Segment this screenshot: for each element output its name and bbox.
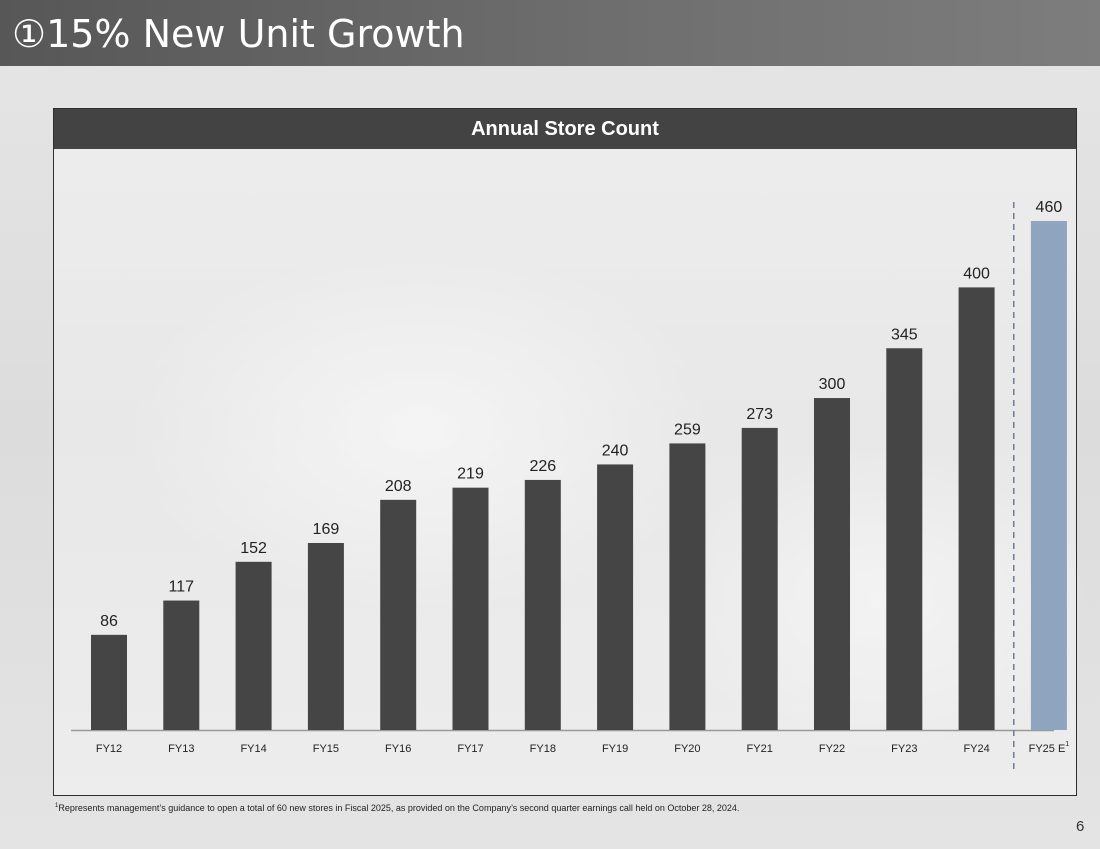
bar-fy12 [91,634,127,730]
data-label: 219 [457,466,484,483]
chart-panel: Annual Store Count 86 FY12 117 FY13 152 FY14 1… [53,108,1077,796]
data-label: 226 [529,458,556,475]
x-tick-label: FY20 [674,743,700,755]
x-tick-label: FY21 [747,743,773,755]
bar-fy24 [958,287,995,730]
bar-fy17 [452,487,489,730]
x-tick-label: FY23 [891,743,917,755]
data-label: 259 [674,421,701,438]
bar-fy14 [235,561,272,730]
title-bar: ①15% New Unit Growth [0,0,1100,66]
bar-fy25-e [1030,221,1067,730]
slide-title: ①15% New Unit Growth [12,12,465,56]
data-label: 240 [602,442,629,459]
bar-fy22 [814,398,850,730]
tick-footnote-marker: 1 [1065,741,1069,748]
data-label: 86 [100,613,118,630]
data-label: 460 [1036,199,1063,216]
bar-fy19 [597,464,634,730]
data-label: 117 [169,579,195,596]
bar-fy20 [669,443,706,730]
data-label: 208 [385,478,412,495]
page-number: 6 [1076,818,1085,835]
data-label: 345 [891,326,918,343]
footnote-marker: 1 [55,803,59,809]
bar-chart: 86 FY12 117 FY13 152 FY14 169 FY15 208 FY16 219 FY1… [71,199,1070,769]
x-tick-label: FY14 [240,743,266,755]
x-tick-label: FY24 [963,743,989,755]
x-tick-label: FY22 [819,743,845,755]
footnote-text: Represents management’s guidance to open… [58,803,740,813]
footnote: 1Represents management’s guidance to ope… [55,803,739,813]
data-label: 152 [240,540,267,557]
bar-fy16 [380,499,417,730]
x-tick-label: FY13 [168,743,194,755]
x-tick-label: FY15 [313,743,339,755]
x-tick-label: FY12 [96,743,122,755]
data-label: 273 [746,406,773,423]
bar-fy23 [886,348,923,730]
chart-title: Annual Store Count [54,109,1076,149]
x-tick-label: FY18 [530,743,556,755]
bar-fy13 [163,600,200,730]
x-tick-label: FY17 [457,743,483,755]
bar-fy18 [524,479,561,730]
data-label: 300 [819,376,846,393]
x-tick-label: FY19 [602,743,628,755]
x-tick-label: FY25 E1 [1029,741,1070,755]
x-tick-label: FY16 [385,743,411,755]
data-label: 169 [313,521,340,538]
data-label: 400 [963,265,990,282]
bar-fy21 [741,427,778,730]
bar-fy15 [307,542,344,730]
